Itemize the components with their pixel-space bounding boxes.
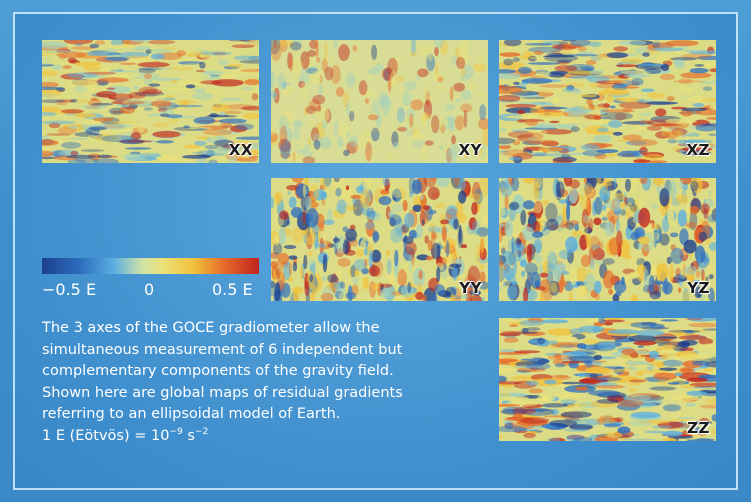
map-label-yz: YZ <box>687 279 710 297</box>
map-zz-pattern <box>499 318 716 441</box>
map-label-xy: XY <box>458 141 482 159</box>
colorbar-min-label: −0.5 E <box>42 280 97 299</box>
caption-line: Shown here are global maps of residual g… <box>42 384 403 401</box>
unit-seconds: s <box>182 427 195 444</box>
unit-exponent-2: −2 <box>194 426 209 437</box>
gravity-map-zz: ZZ <box>499 318 716 441</box>
colorbar <box>42 258 259 274</box>
gravity-map-xy: XY <box>271 40 488 163</box>
colorbar-zero-label: 0 <box>144 280 155 299</box>
unit-prefix: 1 E (Eötvös) = 10 <box>42 427 170 444</box>
map-yz-pattern <box>499 178 716 301</box>
unit-exponent-1: −9 <box>169 426 183 437</box>
gravity-map-xx: XX <box>42 40 259 163</box>
map-label-xz: XZ <box>686 141 710 159</box>
map-label-yy: YY <box>459 279 482 297</box>
caption-line: referring to an ellipsoidal model of Ear… <box>42 406 341 422</box>
caption-line: simultaneous measurement of 6 independen… <box>42 341 403 358</box>
figure-caption: The 3 axes of the GOCE gradiometer allow… <box>42 318 492 447</box>
gravity-map-yz: YZ <box>499 178 716 301</box>
unit-definition: 1 E (Eötvös) = 10−9 s−2 <box>42 426 492 448</box>
caption-line: complementary components of the gravity … <box>42 363 394 379</box>
map-label-zz: ZZ <box>687 419 710 437</box>
gravity-map-xz: XZ <box>499 40 716 163</box>
colorbar-max-label: 0.5 E <box>212 280 253 299</box>
map-xy-pattern <box>271 40 488 163</box>
map-yy-pattern <box>271 178 488 301</box>
caption-line: The 3 axes of the GOCE gradiometer allow… <box>42 320 380 336</box>
map-xz-pattern <box>499 40 716 163</box>
gravity-map-yy: YY <box>271 178 488 301</box>
map-xx-pattern <box>42 40 259 163</box>
map-label-xx: XX <box>228 141 253 159</box>
